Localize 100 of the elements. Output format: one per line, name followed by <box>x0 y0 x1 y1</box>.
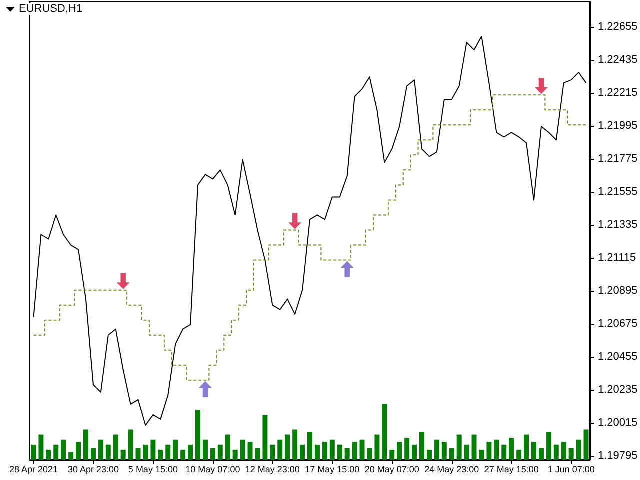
bar <box>546 432 552 460</box>
bar <box>449 448 454 460</box>
y-tick-label: 1.21555 <box>598 186 638 198</box>
bar <box>532 442 536 460</box>
bar <box>322 442 328 460</box>
x-tick-label: 30 Apr 23:00 <box>68 464 119 474</box>
bar <box>150 440 156 460</box>
y-tick-label: 1.21115 <box>598 252 636 264</box>
x-tick-label: 27 May 15:00 <box>484 464 539 474</box>
x-tick-label: 17 May 15:00 <box>305 464 360 474</box>
bar <box>330 440 335 460</box>
bar <box>412 444 418 460</box>
bar <box>397 442 402 460</box>
bar <box>352 442 358 460</box>
bar <box>456 434 462 460</box>
bar <box>98 440 104 460</box>
bar <box>143 444 148 460</box>
bar <box>232 450 238 460</box>
y-tick-label: 1.20675 <box>598 318 638 330</box>
bar <box>404 438 410 460</box>
point <box>534 78 548 94</box>
bar <box>464 444 470 460</box>
bar <box>374 434 380 460</box>
y-tick-label: 1.19795 <box>598 450 638 462</box>
bar <box>524 434 530 460</box>
bar <box>240 440 246 460</box>
bar <box>218 444 223 460</box>
bar <box>68 452 74 460</box>
x-tick-label: 10 May 07:00 <box>186 464 240 474</box>
bar <box>494 440 500 460</box>
bar <box>202 440 208 460</box>
bar <box>308 432 312 460</box>
y-tick-label: 1.20235 <box>598 384 638 396</box>
x-tick-label: 24 May 23:00 <box>424 464 480 474</box>
bar <box>292 430 298 460</box>
bar <box>434 440 440 460</box>
bar <box>420 432 424 460</box>
bar <box>136 448 141 460</box>
bar <box>576 440 582 460</box>
bar <box>128 430 134 460</box>
line-series <box>33 36 587 426</box>
bar <box>158 450 164 460</box>
point <box>340 261 354 278</box>
bar <box>360 440 365 460</box>
y-tick-label: 1.21995 <box>598 120 638 132</box>
bar <box>262 415 268 460</box>
bar <box>180 450 186 460</box>
bar <box>300 444 306 460</box>
point <box>288 213 302 230</box>
bar <box>568 448 574 460</box>
point <box>198 381 212 398</box>
y-tick-label: 1.20015 <box>598 417 638 430</box>
y-tick-label: 1.21335 <box>598 218 638 231</box>
x-tick-label: 1 Jun 07:00 <box>548 464 595 474</box>
bar <box>278 440 283 460</box>
x-tick-label: 12 May 23:00 <box>245 464 300 474</box>
bar <box>314 444 320 460</box>
bar <box>196 410 200 460</box>
bar <box>84 430 88 460</box>
bar <box>509 438 514 460</box>
x-tick-label: 20 May 07:00 <box>364 464 420 474</box>
y-tick-label: 1.21775 <box>598 152 638 165</box>
y-tick-label: 1.22655 <box>598 20 638 33</box>
x-tick-label: 28 Apr 2021 <box>9 464 58 474</box>
bar <box>38 434 44 460</box>
bar <box>285 434 290 460</box>
bar <box>225 434 230 460</box>
bar <box>584 430 589 460</box>
bar <box>554 444 559 460</box>
bar <box>106 444 111 460</box>
bar <box>120 450 126 460</box>
bar <box>255 448 260 460</box>
bar <box>173 440 178 460</box>
bar <box>442 442 447 460</box>
bar <box>426 450 432 460</box>
bar <box>270 444 276 460</box>
bar <box>472 434 477 460</box>
bar <box>344 448 350 460</box>
bar <box>76 442 82 460</box>
bar <box>90 448 96 460</box>
y-tick-label: 1.22215 <box>598 86 638 99</box>
bar <box>479 450 484 460</box>
bar <box>54 444 59 460</box>
bar <box>31 444 36 460</box>
bar <box>561 442 566 460</box>
bar <box>113 434 118 460</box>
bar <box>516 450 522 460</box>
bar <box>538 448 544 460</box>
x-tick-label: 5 May 15:00 <box>128 464 178 474</box>
bar <box>210 448 216 460</box>
bar <box>166 444 171 460</box>
bar <box>46 450 52 460</box>
bar <box>367 448 372 460</box>
chart-title: EURUSD,H1 <box>19 3 83 15</box>
y-tick-label: 1.20895 <box>598 285 638 298</box>
y-tick-label: 1.22435 <box>598 54 638 66</box>
bar <box>248 442 253 460</box>
point <box>116 273 130 290</box>
bar <box>337 444 342 460</box>
bar <box>390 450 395 460</box>
